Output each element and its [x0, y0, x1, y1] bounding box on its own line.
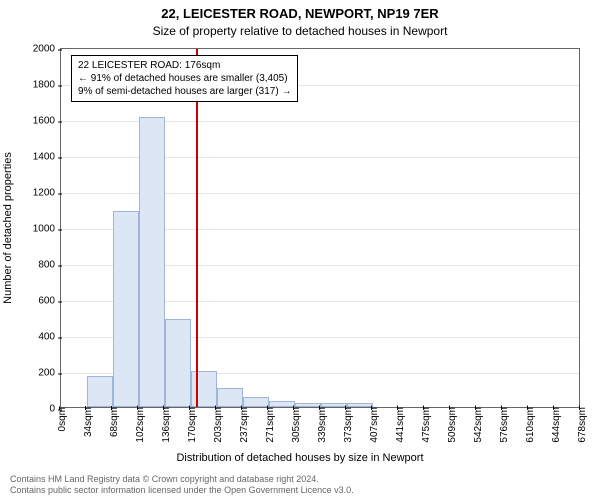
x-tick-label: 102sqm [135, 407, 146, 443]
x-tick-label: 373sqm [343, 407, 354, 443]
x-tick-label: 509sqm [447, 407, 458, 443]
y-tick-label: 600 [38, 296, 61, 307]
chart-container: 22, LEICESTER ROAD, NEWPORT, NP19 7ER Si… [0, 0, 600, 500]
y-tick-label: 200 [38, 368, 61, 379]
x-tick-label: 305sqm [291, 407, 302, 443]
histogram-bar [113, 211, 139, 407]
histogram-bar [87, 376, 113, 407]
x-tick-label: 271sqm [265, 407, 276, 443]
histogram-bar [217, 388, 243, 407]
y-tick-label: 1800 [33, 80, 61, 91]
x-tick-label: 170sqm [187, 407, 198, 443]
x-tick-label: 441sqm [395, 407, 406, 443]
chart-title-main: 22, LEICESTER ROAD, NEWPORT, NP19 7ER [0, 6, 600, 21]
x-tick-label: 542sqm [473, 407, 484, 443]
x-tick-label: 576sqm [499, 407, 510, 443]
x-tick-label: 237sqm [239, 407, 250, 443]
annotation-line: 9% of semi-detached houses are larger (3… [78, 85, 291, 98]
property-marker-line [196, 49, 198, 407]
x-tick-label: 203sqm [213, 407, 224, 443]
y-tick-label: 1200 [33, 188, 61, 199]
annotation-line: 22 LEICESTER ROAD: 176sqm [78, 59, 291, 72]
annotation-line: ← 91% of detached houses are smaller (3,… [78, 72, 291, 85]
y-tick-label: 1000 [33, 224, 61, 235]
attribution-footer: Contains HM Land Registry data © Crown c… [10, 474, 354, 496]
y-tick-label: 1400 [33, 152, 61, 163]
histogram-bar [139, 117, 165, 407]
y-tick-label: 800 [38, 260, 61, 271]
histogram-bar [243, 397, 269, 407]
x-tick-label: 475sqm [421, 407, 432, 443]
chart-title-sub: Size of property relative to detached ho… [0, 24, 600, 38]
footer-line: Contains HM Land Registry data © Crown c… [10, 474, 354, 485]
x-tick-label: 610sqm [525, 407, 536, 443]
x-tick-label: 678sqm [577, 407, 588, 443]
x-tick-label: 407sqm [369, 407, 380, 443]
y-tick-label: 1600 [33, 116, 61, 127]
x-tick-label: 644sqm [551, 407, 562, 443]
y-tick-label: 2000 [33, 44, 61, 55]
x-tick-label: 136sqm [161, 407, 172, 443]
x-tick-label: 339sqm [317, 407, 328, 443]
footer-line: Contains public sector information licen… [10, 485, 354, 496]
x-tick-label: 68sqm [109, 407, 120, 437]
plot-area: 02004006008001000120014001600180020000sq… [60, 48, 580, 408]
histogram-bar [165, 319, 191, 407]
annotation-box: 22 LEICESTER ROAD: 176sqm← 91% of detach… [71, 55, 298, 102]
y-tick-label: 400 [38, 332, 61, 343]
x-tick-label: 0sqm [57, 407, 68, 431]
y-axis-label: Number of detached properties [2, 152, 14, 304]
x-axis-label: Distribution of detached houses by size … [0, 452, 600, 464]
x-tick-label: 34sqm [83, 407, 94, 437]
